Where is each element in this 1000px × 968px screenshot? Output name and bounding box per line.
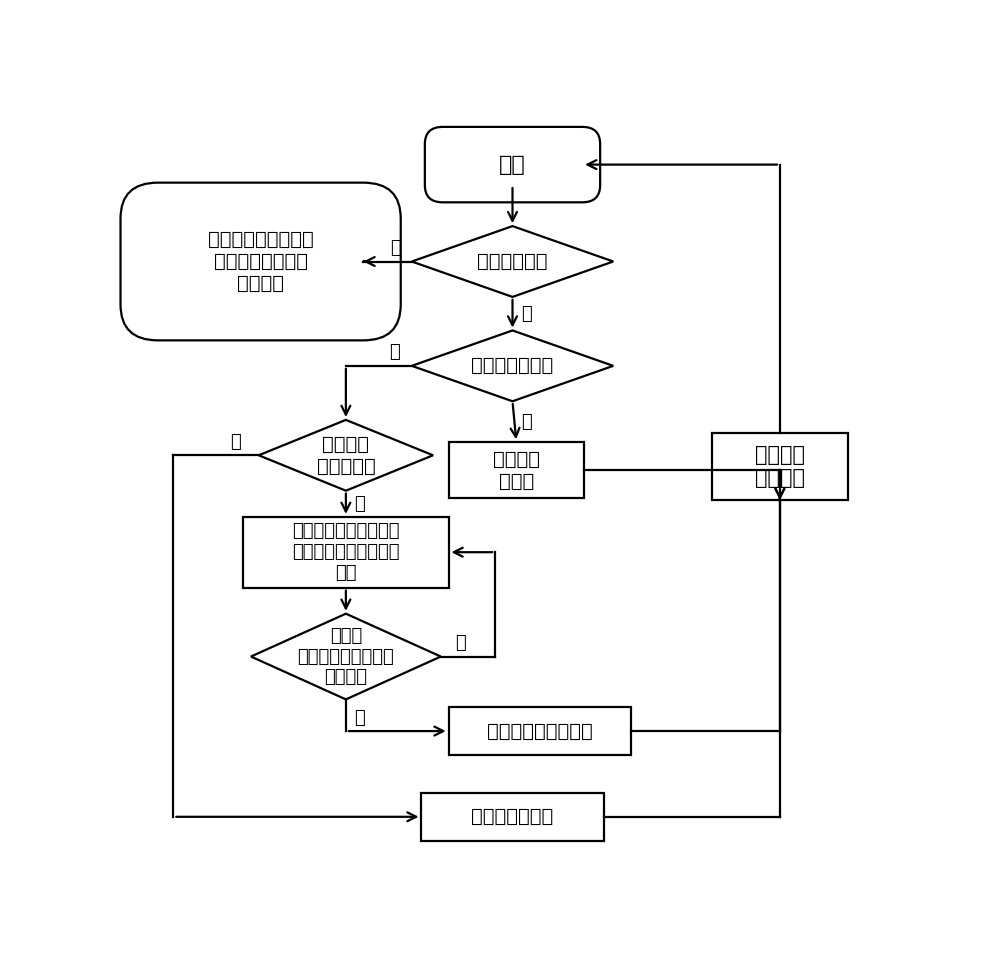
Text: 释放数据中心、光路
和占用频谱资源，
算法结束: 释放数据中心、光路 和占用频谱资源， 算法结束 <box>208 230 314 293</box>
Polygon shape <box>412 227 613 297</box>
Polygon shape <box>251 614 441 700</box>
Bar <box>449 442 584 499</box>
Text: 有可用的
数据中心？: 有可用的 数据中心？ <box>316 435 375 476</box>
Text: 否: 否 <box>521 305 532 322</box>
Text: 是: 是 <box>354 495 365 513</box>
Text: 非任播业
务处理: 非任播业 务处理 <box>493 450 540 491</box>
Text: 阻塞此任播请求: 阻塞此任播请求 <box>471 807 554 827</box>
Text: 否: 否 <box>230 433 241 451</box>
FancyBboxPatch shape <box>425 127 600 202</box>
Text: 否: 否 <box>521 412 532 431</box>
Text: 否: 否 <box>455 634 466 652</box>
Text: 成功选
择节能传输光路并分
配频隙？: 成功选 择节能传输光路并分 配频隙？ <box>298 626 394 686</box>
Bar <box>712 433 848 500</box>
Bar <box>243 517 449 588</box>
FancyBboxPatch shape <box>121 183 401 341</box>
Polygon shape <box>259 420 433 491</box>
Text: 按资源匹配度对数据中
心排序，依次选择数据
中心: 按资源匹配度对数据中 心排序，依次选择数据 中心 <box>292 523 400 582</box>
Text: 是: 是 <box>390 239 401 257</box>
Text: 任播请求到达？: 任播请求到达？ <box>471 356 554 376</box>
Text: 开始: 开始 <box>499 155 526 174</box>
Polygon shape <box>412 330 613 402</box>
Bar <box>421 793 604 841</box>
Text: 是: 是 <box>389 344 400 361</box>
Text: 任播请求离开: 任播请求离开 <box>477 252 548 271</box>
Text: 分配光路和频谱资源: 分配光路和频谱资源 <box>487 721 592 741</box>
Bar <box>449 707 631 755</box>
Text: 是: 是 <box>354 709 365 727</box>
Text: 更新网络
可用资源: 更新网络 可用资源 <box>755 445 805 488</box>
